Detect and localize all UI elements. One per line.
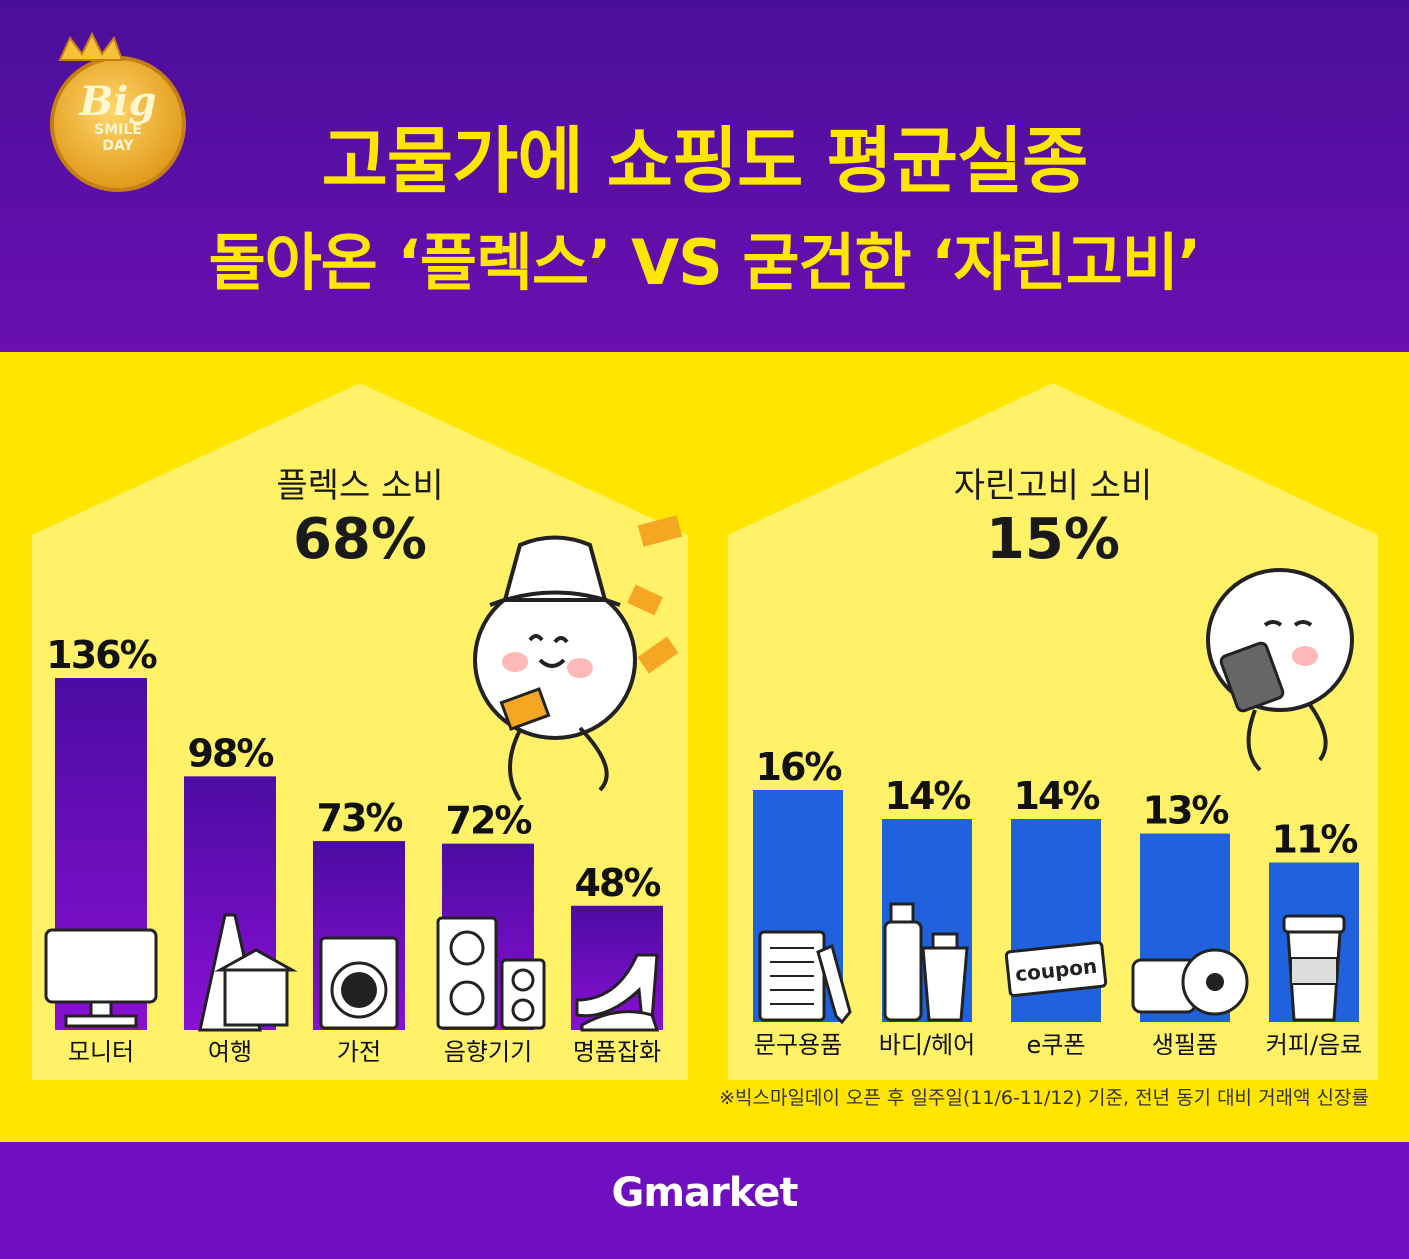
flex-value-label-4: 72% [446, 799, 532, 843]
main-title-line-1: 고물가에 쇼핑도 평균실종 [321, 119, 1089, 203]
washing-machine-icon [319, 936, 399, 1030]
badge-day-text: DAY [102, 138, 134, 154]
saving-category-label-1: 문구용품 [754, 1031, 842, 1059]
stationery-icon [758, 930, 852, 1025]
eiffel-tower-icon [198, 913, 298, 1032]
flex-value-label-3: 73% [317, 796, 403, 840]
coupon-icon: coupon [1004, 940, 1108, 998]
saving-value-label-1: 16% [756, 745, 842, 789]
flex-category-label-1: 모니터 [68, 1038, 134, 1066]
tissue-roll-icon [1131, 948, 1249, 1016]
saving-category-label-5: 커피/음료 [1266, 1031, 1362, 1059]
big-smile-day-badge [50, 31, 186, 192]
badge-text: Big SMILE DAY [48, 38, 188, 155]
saving-category-label-4: 생필품 [1152, 1031, 1218, 1059]
flex-character-illustration [473, 515, 683, 802]
saving-bar-chart: 16% 문구용품 14% 바디/헤어 14% coupon e쿠폰 13% 생필품 11% 커피/음… [753, 745, 1362, 1059]
saving-value-label-5: 11% [1272, 818, 1358, 862]
flex-value-label-2: 98% [188, 731, 274, 775]
flex-value-label-1: 136% [46, 633, 156, 677]
flex-category-label-4: 음향기기 [444, 1038, 532, 1066]
saving-value-label-3: 14% [1014, 774, 1100, 818]
body-care-bottle-icon [883, 902, 969, 1022]
monitor-icon [44, 928, 158, 1028]
header-background [0, 0, 1409, 352]
saving-value-label-4: 13% [1143, 789, 1229, 833]
saving-panel-label: 자린고비 소비 [953, 466, 1153, 506]
gmarket-logo: Gmarket [611, 1170, 798, 1216]
flex-panel-total: 68% [292, 507, 428, 572]
flex-value-label-5: 48% [575, 861, 661, 905]
footnote: ※빅스마일데이 오픈 후 일주일(11/6-11/12) 기준, 전년 동기 대… [719, 1087, 1369, 1109]
main-title-line-2: 돌아온 ‘플렉스’ VS 굳건한 ‘자린고비’ [208, 226, 1202, 299]
footer-background [0, 1142, 1409, 1259]
flex-category-label-3: 가전 [337, 1038, 381, 1066]
saving-panel-heading: 자린고비 소비 15% [873, 458, 1233, 572]
flex-bar-chart: 136% 모니터 98% 여행 73% 가전 72% 음향기기 48% 명품잡화 [44, 633, 663, 1066]
high-heel-shoe-icon [575, 953, 660, 1032]
badge-smile-text: SMILE [94, 122, 142, 138]
flex-panel-label: 플렉스 소비 [276, 466, 444, 506]
saving-category-label-2: 바디/헤어 [879, 1031, 975, 1059]
saving-category-label-3: e쿠폰 [1027, 1031, 1086, 1059]
flex-category-label-2: 여행 [208, 1038, 252, 1066]
saving-panel-total: 15% [985, 507, 1121, 572]
flex-panel-heading: 플렉스 소비 68% [180, 458, 540, 572]
speaker-icon [436, 916, 546, 1030]
saving-value-label-2: 14% [885, 774, 971, 818]
badge-big-text: Big [79, 78, 157, 125]
saving-character-illustration [1206, 568, 1354, 772]
flex-category-label-5: 명품잡화 [573, 1038, 661, 1066]
